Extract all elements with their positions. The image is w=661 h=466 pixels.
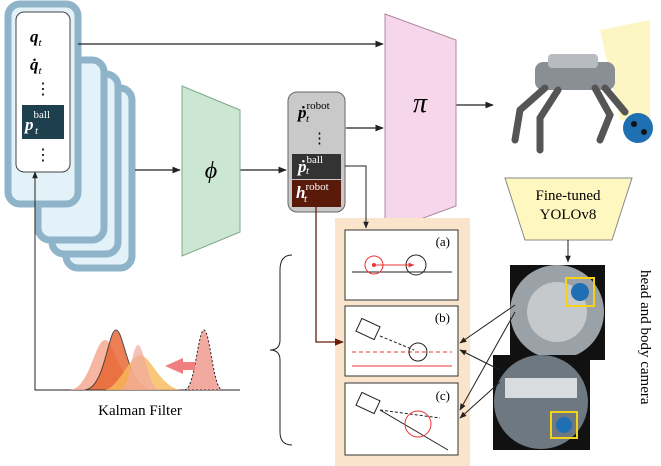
shape — [515, 88, 625, 150]
shape — [556, 417, 572, 433]
detector-label: Fine-tuned — [536, 188, 601, 204]
panel-label: (c) — [436, 388, 450, 403]
shape — [631, 121, 637, 127]
shape — [623, 113, 653, 143]
shape — [494, 355, 588, 449]
panel-label: (b) — [435, 310, 450, 325]
superscript: robot — [305, 181, 328, 193]
superscript: ball — [34, 109, 51, 121]
shape — [571, 283, 589, 301]
ellipsis: ⋮ — [35, 81, 51, 98]
ellipsis: ⋮ — [312, 131, 327, 147]
diagram: qt q̇t ⋮ pballt ⋮ ϕ ṗrobott ⋮ ṗballt hro… — [0, 0, 661, 466]
camera-images — [493, 265, 605, 450]
superscript: robot — [307, 100, 330, 112]
shape — [641, 129, 647, 135]
symbol: p — [23, 115, 34, 134]
robot-image — [515, 20, 653, 150]
panel-label: (a) — [436, 234, 450, 249]
shape — [505, 378, 577, 398]
brace — [270, 255, 292, 445]
ellipsis: ⋮ — [35, 147, 51, 164]
filter-label: Kalman Filter — [98, 403, 182, 419]
encoder-label: ϕ — [205, 158, 217, 184]
policy — [385, 14, 456, 232]
shape — [372, 263, 376, 267]
camera-label: head and body camera — [637, 270, 653, 405]
detector-label: YOLOv8 — [540, 207, 597, 223]
symbol: ṗ — [296, 103, 307, 122]
shape — [165, 358, 195, 374]
policy-label: π — [413, 88, 428, 119]
symbol: ṗ — [296, 157, 307, 176]
shape — [548, 54, 598, 68]
shape — [185, 330, 222, 390]
